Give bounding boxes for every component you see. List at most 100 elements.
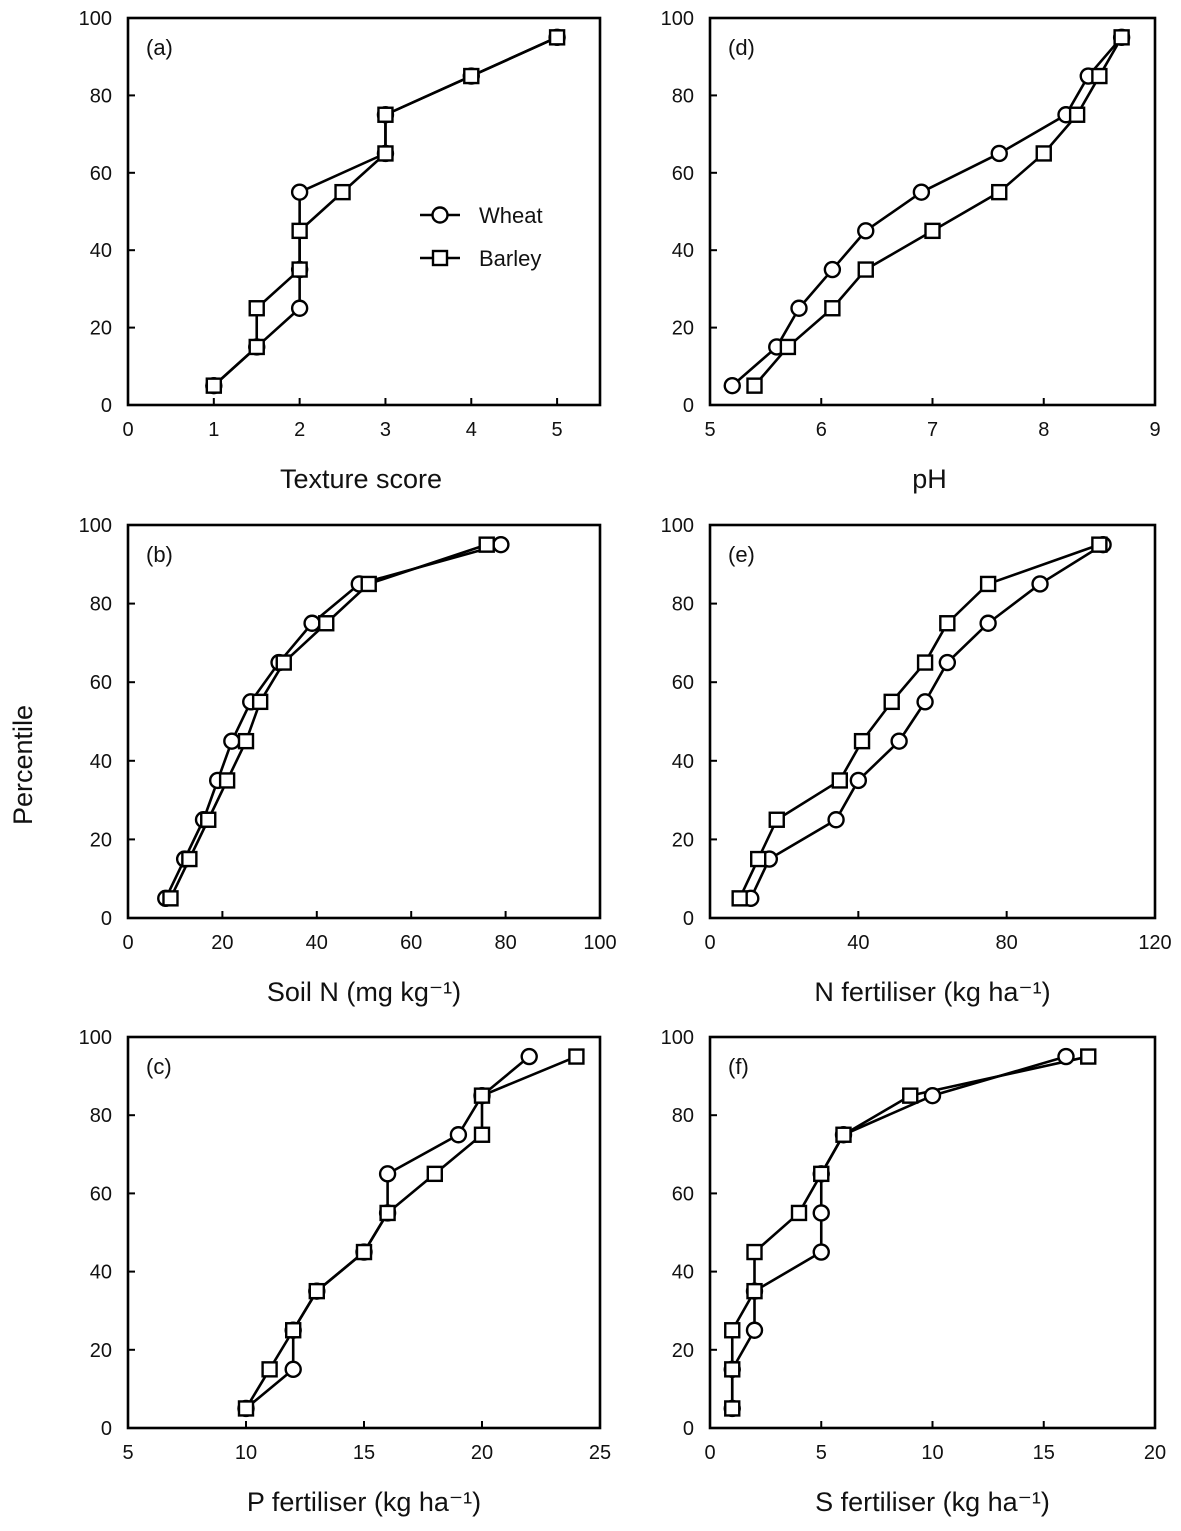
data-point-barley bbox=[1091, 67, 1108, 85]
x-tick-label: 0 bbox=[122, 932, 133, 954]
y-tick-label: 60 bbox=[90, 672, 112, 694]
x-tick-label: 15 bbox=[353, 1442, 375, 1464]
panel-d: 5 6 7 8 9 0 20 40 60 80 100 pH (d) bbox=[661, 8, 1161, 494]
data-point-wheat bbox=[723, 376, 741, 395]
x-axis-title: S fertiliser (kg ha⁻¹) bbox=[815, 1487, 1050, 1517]
x-axis-title: N fertiliser (kg ha⁻¹) bbox=[814, 977, 1050, 1007]
x-tick-label: 0 bbox=[704, 932, 715, 954]
data-point-barley bbox=[548, 29, 566, 46]
y-tick-label: 0 bbox=[101, 1418, 112, 1440]
x-tick-label: 20 bbox=[1144, 1442, 1166, 1464]
panel-f: 0 5 10 15 20 0 20 40 60 80 100 S fertiliser (kg ha⁻… bbox=[661, 1027, 1167, 1517]
legend-marker-barley bbox=[431, 249, 449, 267]
data-point-wheat bbox=[812, 1243, 830, 1261]
data-point-barley bbox=[835, 1126, 852, 1143]
x-tick-label: 5 bbox=[816, 1442, 827, 1464]
y-tick-label: 100 bbox=[79, 515, 112, 537]
data-point-barley bbox=[377, 106, 394, 123]
data-point-wheat bbox=[290, 183, 309, 201]
x-axis-title: Texture score bbox=[280, 464, 442, 494]
x-tick-label: 10 bbox=[921, 1442, 943, 1464]
plot-frame bbox=[126, 1035, 602, 1430]
data-point-barley bbox=[285, 1322, 302, 1339]
series-line-wheat bbox=[730, 1055, 1067, 1409]
series-line-wheat bbox=[164, 543, 502, 899]
y-tick-label: 20 bbox=[672, 318, 694, 340]
data-point-wheat bbox=[912, 183, 931, 201]
data-point-wheat bbox=[745, 1321, 764, 1339]
data-point-wheat bbox=[520, 1047, 538, 1066]
data-point-barley bbox=[291, 222, 308, 240]
data-point-barley bbox=[768, 811, 785, 828]
x-axis-title: Soil N (mg kg⁻¹) bbox=[267, 977, 461, 1007]
x-tick-label: 9 bbox=[1149, 419, 1160, 441]
legend-label-wheat: Wheat bbox=[479, 203, 543, 228]
y-axis-title: Percentile bbox=[8, 705, 38, 825]
data-point-barley bbox=[200, 811, 217, 828]
y-tick-label: 40 bbox=[672, 240, 694, 262]
data-point-barley bbox=[473, 1087, 491, 1104]
data-point-barley bbox=[779, 338, 797, 356]
data-point-wheat bbox=[923, 1086, 942, 1105]
plot-frame bbox=[126, 16, 602, 407]
x-tick-label: 20 bbox=[211, 932, 233, 954]
data-point-wheat bbox=[990, 144, 1008, 163]
series-line-wheat bbox=[749, 543, 1104, 899]
panel-label: (e) bbox=[728, 542, 755, 567]
series-line-barley bbox=[738, 543, 1100, 899]
y-tick-label: 40 bbox=[90, 751, 112, 773]
data-point-barley bbox=[379, 1204, 396, 1222]
x-tick-label: 7 bbox=[927, 419, 938, 441]
y-tick-label: 0 bbox=[683, 908, 694, 930]
y-tick-label: 100 bbox=[661, 515, 694, 537]
data-point-barley bbox=[478, 536, 495, 553]
data-point-barley bbox=[813, 1165, 830, 1183]
data-point-wheat bbox=[823, 260, 842, 279]
x-tick-label: 40 bbox=[847, 932, 869, 954]
panel-label: (d) bbox=[728, 35, 755, 60]
data-point-barley bbox=[902, 1087, 919, 1104]
series-line-wheat bbox=[245, 1055, 531, 1410]
data-point-barley bbox=[724, 1361, 741, 1378]
data-point-wheat bbox=[790, 299, 808, 317]
data-point-barley bbox=[568, 1048, 585, 1065]
x-tick-label: 120 bbox=[1138, 932, 1171, 954]
data-point-wheat bbox=[290, 299, 309, 317]
y-tick-label: 20 bbox=[672, 829, 694, 851]
data-point-barley bbox=[218, 772, 236, 789]
data-point-barley bbox=[883, 693, 900, 711]
y-tick-label: 0 bbox=[101, 395, 112, 417]
x-tick-label: 2 bbox=[294, 419, 305, 441]
data-point-barley bbox=[746, 377, 763, 394]
legend-label-barley: Barley bbox=[479, 246, 541, 271]
y-tick-label: 80 bbox=[672, 1105, 694, 1127]
data-point-barley bbox=[251, 693, 269, 711]
data-point-barley bbox=[724, 1400, 741, 1417]
y-tick-label: 40 bbox=[90, 240, 112, 262]
x-tick-label: 25 bbox=[589, 1442, 611, 1464]
x-tick-label: 5 bbox=[552, 419, 563, 441]
panel-e: 0 40 80 120 0 20 40 60 80 100 N fertiliser (kg ha⁻… bbox=[661, 515, 1172, 1007]
y-tick-label: 60 bbox=[672, 672, 694, 694]
data-point-wheat bbox=[284, 1360, 302, 1379]
data-point-barley bbox=[237, 732, 255, 750]
y-tick-label: 20 bbox=[90, 318, 112, 340]
data-point-barley bbox=[318, 615, 335, 632]
y-tick-label: 80 bbox=[672, 594, 694, 616]
data-point-wheat bbox=[857, 222, 875, 240]
y-tick-label: 20 bbox=[672, 1340, 694, 1362]
legend-marker-wheat bbox=[431, 206, 449, 224]
data-point-wheat bbox=[223, 732, 241, 750]
panel-label: (f) bbox=[728, 1054, 749, 1079]
data-point-barley bbox=[853, 732, 871, 750]
panel-label: (a) bbox=[146, 35, 173, 60]
y-tick-label: 80 bbox=[672, 85, 694, 107]
data-point-wheat bbox=[849, 771, 868, 790]
x-tick-label: 40 bbox=[306, 932, 328, 954]
data-point-barley bbox=[790, 1204, 808, 1222]
x-tick-label: 80 bbox=[494, 932, 516, 954]
x-tick-label: 3 bbox=[380, 419, 391, 441]
series-line-barley bbox=[753, 36, 1123, 387]
data-point-barley bbox=[857, 261, 874, 278]
data-point-barley bbox=[1080, 1048, 1097, 1065]
